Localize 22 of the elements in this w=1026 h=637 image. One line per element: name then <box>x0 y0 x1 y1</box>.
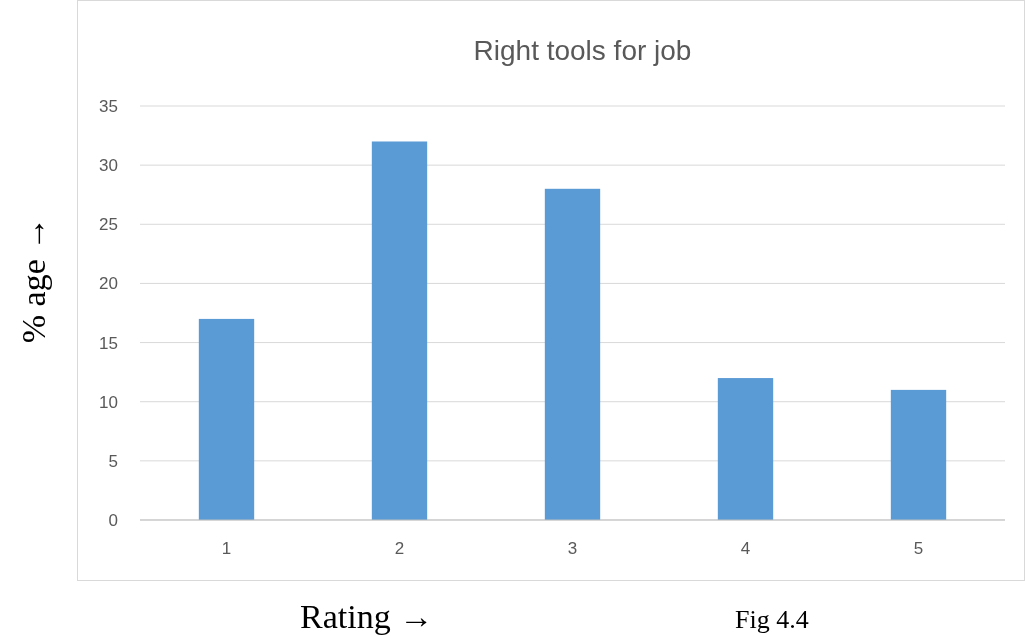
x-tick-label: 3 <box>567 539 578 558</box>
y-axis-title: % age → <box>15 216 52 344</box>
chart-title: Right tools for job <box>473 35 692 66</box>
bar <box>890 389 947 520</box>
y-tick-label: 0 <box>108 510 118 530</box>
x-tick-label: 2 <box>394 539 405 558</box>
x-tick-label: 5 <box>913 539 924 558</box>
y-tick-label: 30 <box>99 156 118 176</box>
y-tick-label: 5 <box>108 451 118 471</box>
bar <box>198 318 255 520</box>
bar <box>717 378 774 520</box>
x-axis-title: Rating → <box>300 598 434 635</box>
bar <box>371 141 428 520</box>
x-tick-label: 4 <box>740 539 751 558</box>
bar <box>544 188 601 520</box>
x-tick-label: 1 <box>221 539 232 558</box>
y-tick-label: 25 <box>99 215 118 235</box>
y-tick-label: 35 <box>99 96 118 116</box>
y-tick-label: 15 <box>99 333 118 353</box>
y-tick-label: 20 <box>99 274 118 294</box>
caption: Fig 4.4 <box>735 605 809 634</box>
y-tick-label: 10 <box>99 392 118 412</box>
